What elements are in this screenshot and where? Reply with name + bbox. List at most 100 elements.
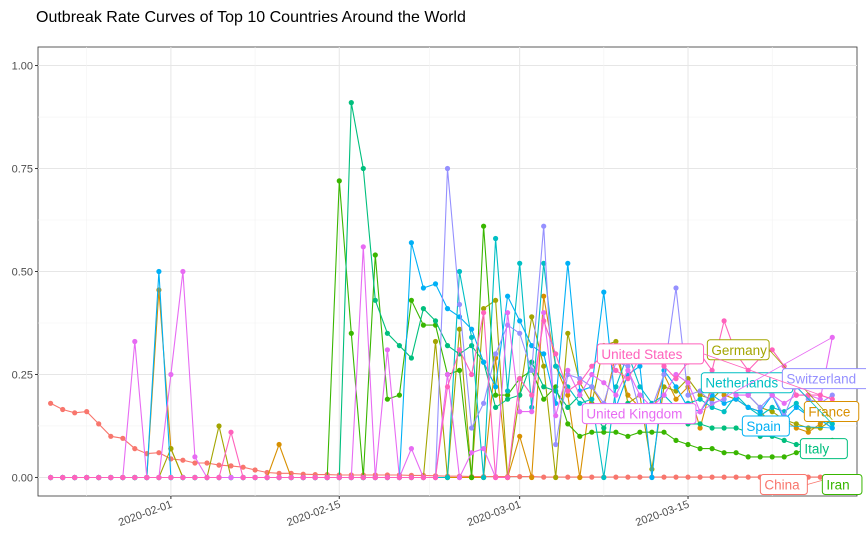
data-point [781, 437, 787, 443]
data-point [541, 363, 547, 369]
data-point [168, 456, 174, 462]
data-point [204, 474, 210, 481]
series-label-iran: Iran [821, 473, 863, 495]
label-box [581, 403, 697, 425]
data-point [432, 338, 439, 345]
label-text: Switzerland [786, 372, 856, 387]
data-point [637, 384, 643, 390]
data-point [589, 384, 595, 390]
data-point [673, 371, 679, 378]
label-text: Spain [746, 419, 781, 434]
label-text: Netherlands [705, 376, 778, 391]
data-point [517, 330, 523, 336]
data-point [360, 474, 366, 481]
data-point [793, 441, 799, 448]
data-point [661, 363, 667, 369]
data-point [757, 404, 763, 410]
data-point [625, 474, 631, 480]
label-box [741, 415, 790, 437]
data-point [60, 474, 66, 481]
data-point [156, 287, 162, 293]
data-point [444, 371, 451, 378]
data-point [456, 301, 463, 308]
data-point [745, 474, 751, 480]
data-point [733, 450, 739, 456]
data-point [661, 474, 667, 480]
data-point [625, 433, 631, 439]
data-point [733, 392, 739, 398]
data-point [565, 474, 571, 480]
data-point [156, 268, 162, 275]
data-point [481, 306, 487, 312]
data-point [408, 474, 414, 481]
data-point [72, 474, 78, 481]
data-point [469, 450, 475, 456]
data-point [601, 380, 607, 386]
data-point [601, 474, 607, 481]
data-point [529, 343, 535, 349]
data-point [372, 297, 378, 303]
data-point [601, 425, 607, 431]
data-point [553, 388, 559, 394]
data-point [673, 396, 679, 402]
data-point [685, 392, 691, 398]
data-point [408, 355, 414, 361]
data-point [685, 380, 691, 386]
data-point [276, 441, 282, 448]
data-point [96, 421, 102, 427]
label-text: United Kingdom [586, 407, 682, 422]
data-point [312, 474, 318, 481]
data-point [456, 367, 463, 373]
data-point [781, 400, 787, 406]
data-point [541, 260, 547, 266]
data-point [517, 409, 523, 415]
data-point [216, 423, 222, 429]
data-point [697, 474, 703, 480]
data-point [565, 367, 571, 373]
label-text: France [808, 405, 850, 420]
data-point [529, 474, 535, 481]
data-point [517, 318, 523, 324]
data-point [444, 384, 451, 390]
data-point [637, 429, 643, 435]
series-label-united-kingdom: United Kingdom [581, 337, 833, 425]
data-point [72, 410, 78, 416]
data-point [481, 400, 487, 406]
data-point [757, 409, 763, 415]
data-point [817, 421, 823, 427]
data-point [637, 363, 643, 369]
data-point [697, 392, 703, 398]
data-point [565, 421, 571, 427]
data-point [721, 425, 727, 431]
data-point [324, 474, 330, 481]
data-point [180, 457, 186, 463]
data-point [108, 474, 114, 481]
data-point [505, 310, 511, 316]
data-point [456, 326, 463, 332]
data-point [577, 474, 583, 481]
data-point [493, 384, 499, 390]
data-point [252, 474, 258, 481]
label-box [759, 473, 808, 495]
data-point [721, 318, 727, 324]
data-point [721, 409, 727, 415]
data-point [336, 178, 342, 184]
data-point [709, 446, 715, 452]
data-point [156, 450, 162, 456]
data-point [697, 425, 703, 431]
data-point [649, 474, 655, 481]
data-point [733, 396, 739, 402]
data-point [577, 392, 583, 398]
data-point [132, 338, 138, 345]
data-point [192, 460, 198, 466]
data-point [745, 404, 751, 410]
data-point [529, 392, 535, 398]
data-point [757, 454, 763, 460]
x-tick-label: 2020-03-01 [466, 499, 523, 530]
data-point [372, 252, 378, 258]
data-point [481, 310, 487, 316]
x-tick-label: 2020-02-01 [117, 499, 174, 530]
data-point [541, 474, 547, 480]
data-point [505, 396, 511, 402]
